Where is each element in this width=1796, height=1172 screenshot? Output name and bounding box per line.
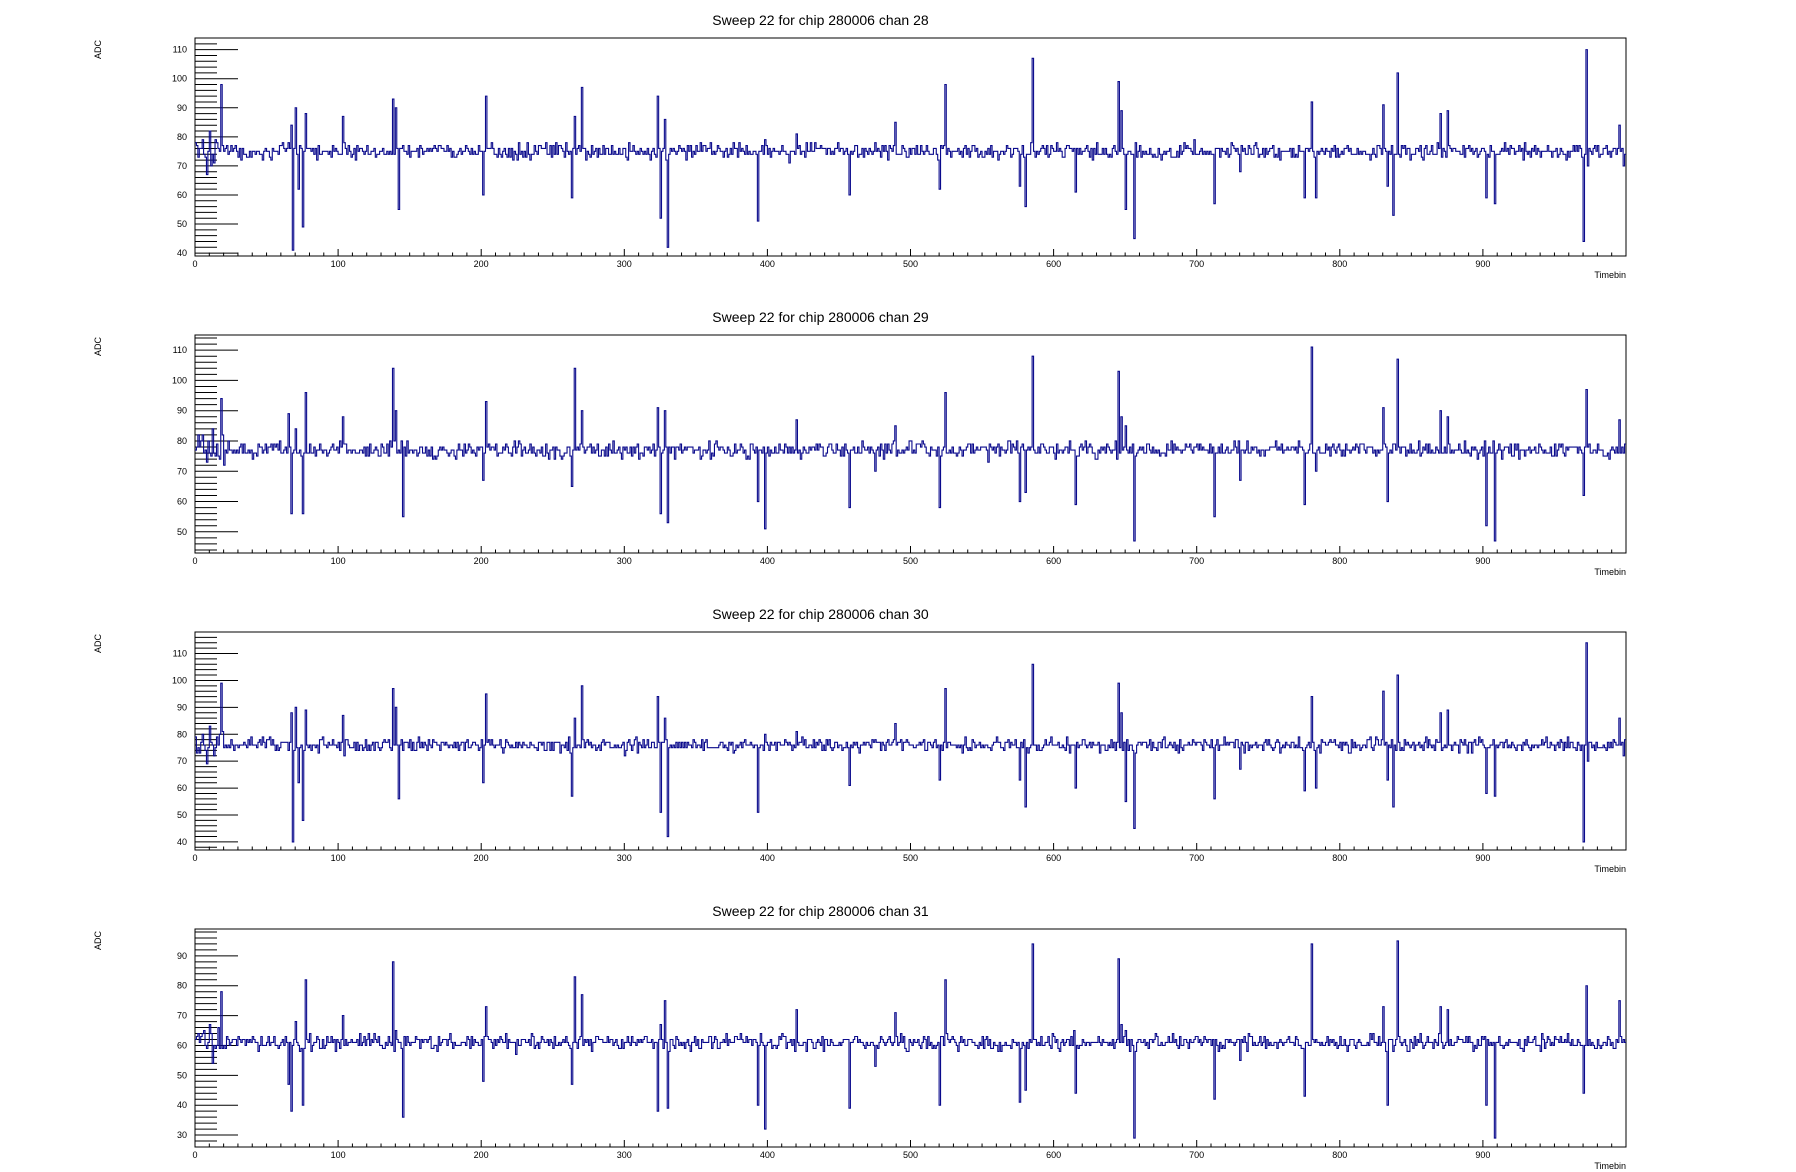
y-tick-label: 100 — [172, 375, 187, 385]
x-tick-label: 400 — [760, 556, 775, 566]
y-tick-label: 50 — [177, 1070, 187, 1080]
y-tick-label: 40 — [177, 1100, 187, 1110]
x-tick-label: 800 — [1332, 259, 1347, 269]
y-tick-label: 70 — [177, 756, 187, 766]
adc-trace-line — [195, 346, 1626, 542]
chart-title: Sweep 22 for chip 280006 chan 29 — [712, 309, 929, 325]
y-tick-label: 60 — [177, 1040, 187, 1050]
x-tick-label: 500 — [903, 259, 918, 269]
x-tick-label: 600 — [1046, 259, 1061, 269]
x-tick-label: 600 — [1046, 1150, 1061, 1160]
x-tick-label: 0 — [192, 259, 197, 269]
y-tick-label: 80 — [177, 729, 187, 739]
chart-title: Sweep 22 for chip 280006 chan 31 — [712, 903, 929, 919]
x-tick-label: 100 — [331, 259, 346, 269]
y-axis-label: ADC — [93, 337, 103, 357]
y-tick-label: 60 — [177, 190, 187, 200]
x-tick-label: 100 — [331, 1150, 346, 1160]
chart-title: Sweep 22 for chip 280006 chan 30 — [712, 606, 929, 622]
x-tick-label: 900 — [1475, 259, 1490, 269]
y-tick-label: 50 — [177, 810, 187, 820]
y-tick-label: 70 — [177, 466, 187, 476]
adc-trace-line — [195, 49, 1626, 251]
adc-trace-line — [195, 642, 1626, 843]
x-tick-label: 100 — [331, 556, 346, 566]
y-tick-label: 110 — [173, 345, 187, 355]
y-tick-label: 50 — [177, 219, 187, 229]
x-tick-label: 400 — [760, 1150, 775, 1160]
y-tick-label: 110 — [173, 649, 187, 659]
x-tick-label: 0 — [192, 853, 197, 863]
x-tick-label: 500 — [903, 1150, 918, 1160]
x-tick-label: 200 — [474, 853, 489, 863]
x-axis-label: Timebin — [1594, 1161, 1626, 1171]
x-axis-label: Timebin — [1594, 270, 1626, 280]
x-tick-label: 800 — [1332, 1150, 1347, 1160]
x-tick-label: 700 — [1189, 1150, 1204, 1160]
chart-title: Sweep 22 for chip 280006 chan 28 — [712, 12, 929, 28]
x-tick-label: 400 — [760, 853, 775, 863]
x-tick-label: 800 — [1332, 853, 1347, 863]
x-tick-label: 300 — [617, 853, 632, 863]
y-tick-label: 80 — [177, 981, 187, 991]
x-tick-label: 400 — [760, 259, 775, 269]
chart-panel-2: Sweep 22 for chip 280006 chan 29 ADC Timeb… — [93, 309, 1627, 577]
y-tick-label: 60 — [177, 783, 187, 793]
y-tick-label: 40 — [177, 837, 187, 847]
y-tick-label: 90 — [177, 951, 187, 961]
x-tick-label: 200 — [474, 1150, 489, 1160]
y-axis-label: ADC — [93, 931, 103, 951]
y-tick-label: 60 — [177, 497, 187, 507]
x-tick-label: 600 — [1046, 853, 1061, 863]
y-tick-label: 100 — [172, 74, 187, 84]
y-tick-label: 50 — [177, 527, 187, 537]
x-tick-label: 700 — [1189, 259, 1204, 269]
chart-panel-1: Sweep 22 for chip 280006 chan 28 ADC Timeb… — [93, 12, 1627, 280]
y-tick-label: 70 — [177, 161, 187, 171]
y-tick-label: 90 — [177, 406, 187, 416]
y-tick-label: 100 — [172, 675, 187, 685]
x-tick-label: 300 — [617, 259, 632, 269]
x-tick-label: 900 — [1475, 853, 1490, 863]
y-axis-label: ADC — [93, 634, 103, 654]
x-tick-label: 600 — [1046, 556, 1061, 566]
y-tick-label: 80 — [177, 436, 187, 446]
y-tick-label: 80 — [177, 132, 187, 142]
x-tick-label: 700 — [1189, 556, 1204, 566]
x-tick-label: 0 — [192, 556, 197, 566]
x-tick-label: 900 — [1475, 1150, 1490, 1160]
x-tick-label: 100 — [331, 853, 346, 863]
chart-panel-3: Sweep 22 for chip 280006 chan 30 ADC Timeb… — [93, 606, 1627, 874]
x-tick-label: 500 — [903, 556, 918, 566]
y-tick-label: 110 — [173, 45, 187, 55]
y-tick-label: 90 — [177, 702, 187, 712]
chart-panel-4: Sweep 22 for chip 280006 chan 31 ADC Timeb… — [93, 903, 1627, 1171]
x-tick-label: 800 — [1332, 556, 1347, 566]
x-tick-label: 0 — [192, 1150, 197, 1160]
y-tick-label: 40 — [177, 248, 187, 258]
x-tick-label: 200 — [474, 259, 489, 269]
y-axis-label: ADC — [93, 40, 103, 60]
x-tick-label: 900 — [1475, 556, 1490, 566]
y-tick-label: 70 — [177, 1011, 187, 1021]
y-tick-label: 30 — [177, 1130, 187, 1140]
x-tick-label: 500 — [903, 853, 918, 863]
x-tick-label: 300 — [617, 556, 632, 566]
y-tick-label: 90 — [177, 103, 187, 113]
adc-trace-line — [195, 940, 1626, 1139]
x-axis-label: Timebin — [1594, 567, 1626, 577]
x-tick-label: 700 — [1189, 853, 1204, 863]
x-tick-label: 200 — [474, 556, 489, 566]
x-axis-label: Timebin — [1594, 864, 1626, 874]
x-tick-label: 300 — [617, 1150, 632, 1160]
